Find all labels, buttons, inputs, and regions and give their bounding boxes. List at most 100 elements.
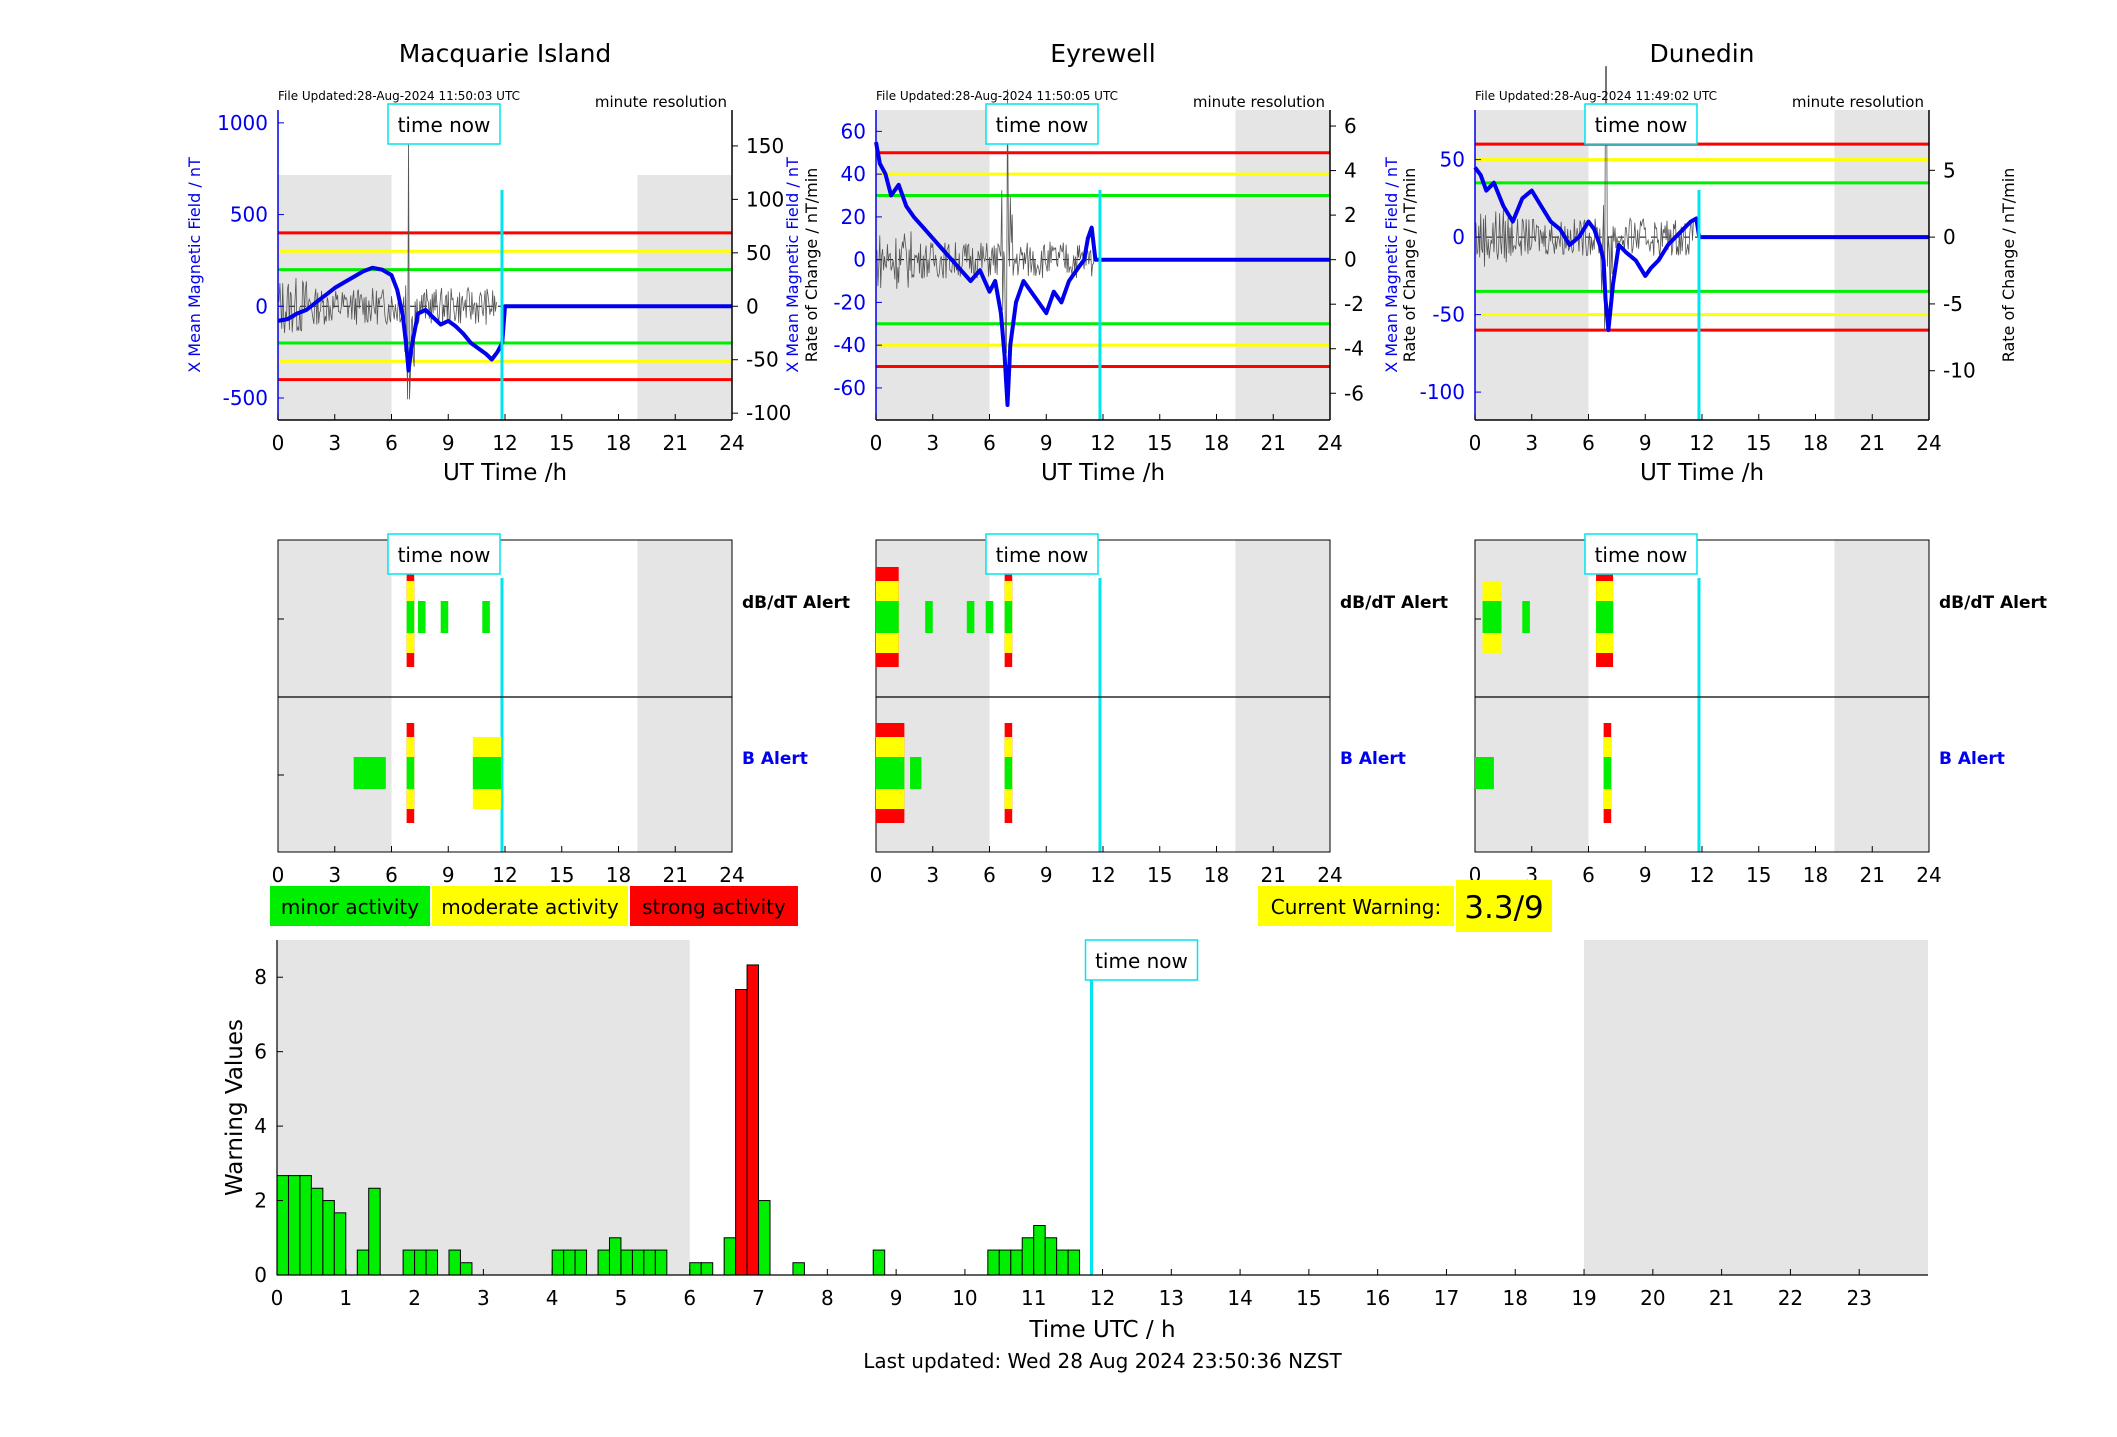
warning-bar (746, 964, 760, 1276)
y-tick-label: 40 (841, 162, 866, 186)
left-y-label: X Mean Magnetic Field / nT (185, 157, 204, 373)
x-tick-label: 24 (1916, 863, 1941, 887)
time-now-label: time now (1584, 103, 1698, 145)
dbdt-alert-bar-minor (417, 601, 426, 633)
warning-bar (333, 1212, 347, 1276)
x-tick-label: 21 (1261, 431, 1286, 455)
x-tick-label: 3 (328, 431, 341, 455)
dbdt-alert-bar-minor (482, 601, 490, 633)
warning-bar (735, 989, 748, 1276)
y2-tick-label: -50 (746, 348, 779, 372)
legend-strong-box (630, 886, 798, 926)
y-tick-label: 1000 (217, 111, 268, 135)
y2-tick-label: 50 (746, 241, 771, 265)
time-now-text: time now (398, 543, 491, 567)
x-tick-label: 3 (1525, 431, 1538, 455)
y2-tick-label: 6 (1344, 114, 1357, 138)
night-shade-after (1235, 110, 1330, 420)
warning-bar (792, 1262, 805, 1276)
y-tick-label: 0 (1452, 225, 1465, 249)
right-y-label: Rate of Change / nT/min (802, 168, 821, 363)
x-tick-label: 15 (1147, 863, 1172, 887)
y-tick-label: -60 (833, 376, 866, 400)
x-tick-label: 18 (1803, 431, 1828, 455)
x-tick-label: 2 (408, 1286, 421, 1310)
time-now-text: time now (1595, 543, 1688, 567)
warning-bar (758, 1200, 771, 1276)
y-tick-label: -40 (833, 333, 866, 357)
station-title: Dunedin (1650, 39, 1755, 68)
x-tick-label: 6 (1582, 863, 1595, 887)
dbdt-alert-label: dB/dT Alert (742, 593, 850, 613)
x-tick-label: 1 (339, 1286, 352, 1310)
warning-bar (402, 1249, 416, 1276)
y2-tick-label: -2 (1344, 292, 1364, 316)
x-axis-label: UT Time /h (443, 460, 567, 486)
x-tick-label: 12 (492, 431, 517, 455)
x-tick-label: 15 (1746, 431, 1771, 455)
b-alert-bar-minor (1475, 757, 1494, 789)
x-tick-label: 15 (1147, 431, 1172, 455)
y-tick-label: 0 (853, 248, 866, 272)
y2-tick-label: -4 (1344, 337, 1364, 361)
b-alert-bar-minor (910, 757, 922, 789)
time-now-box (1584, 533, 1698, 575)
warning-bar (998, 1249, 1012, 1276)
dbdt-alert-bar-minor (966, 601, 975, 633)
x-tick-label: 14 (1227, 1286, 1252, 1310)
warning-bar (643, 1249, 656, 1276)
b-alert-bar-minor (472, 757, 502, 789)
y-tick-label: -100 (1420, 380, 1465, 404)
x-tick-label: 12 (1689, 863, 1714, 887)
x-tick-label: 0 (870, 863, 883, 887)
warning-bar (299, 1175, 312, 1276)
x-tick-label: 5 (615, 1286, 628, 1310)
y-tick-label: -50 (1432, 303, 1465, 327)
dbdt-alert-bar-minor (406, 601, 415, 633)
warning-bar (723, 1237, 737, 1276)
y2-tick-label: -10 (1943, 359, 1976, 383)
x-tick-label: 9 (1639, 863, 1652, 887)
y-tick-label: 6 (254, 1040, 267, 1064)
current-warning-value: 3.3/9 (1464, 890, 1543, 926)
warning-bar (689, 1262, 702, 1276)
warning-bar (310, 1187, 324, 1276)
y-tick-label: 20 (841, 205, 866, 229)
dbdt-alert-bar-minor (440, 601, 449, 633)
x-tick-label: 7 (752, 1286, 765, 1310)
b-alert-label: B Alert (742, 749, 808, 769)
mean-field-trace (874, 141, 1330, 407)
b-alert-bar-minor (876, 757, 905, 789)
file-updated-text: File Updated:28-Aug-2024 11:50:03 UTC (278, 89, 520, 103)
warning-bar (872, 1249, 886, 1276)
x-tick-label: 13 (1159, 1286, 1184, 1310)
dbdt-alert-bar-minor (1596, 601, 1614, 633)
warning-bar (631, 1249, 645, 1276)
night-shade-before (876, 110, 990, 420)
y-tick-label: 0 (255, 294, 268, 318)
y2-tick-label: -6 (1344, 381, 1364, 405)
time-now-box (985, 533, 1099, 575)
y2-tick-label: 0 (746, 294, 759, 318)
y2-tick-label: 0 (1344, 248, 1357, 272)
x-tick-label: 24 (1317, 431, 1342, 455)
x-tick-label: 0 (271, 1286, 284, 1310)
x-tick-label: 4 (546, 1286, 559, 1310)
y-tick-label: 2 (254, 1189, 267, 1213)
dbdt-alert-bar-minor (876, 601, 899, 633)
x-tick-label: 21 (663, 863, 688, 887)
x-tick-label: 24 (719, 863, 744, 887)
x-tick-label: 15 (1746, 863, 1771, 887)
night-shade-before (1475, 110, 1589, 420)
x-tick-label: 0 (272, 863, 285, 887)
night-shade-after (1834, 540, 1929, 852)
y2-tick-label: 0 (1943, 225, 1956, 249)
warning-bar (459, 1262, 473, 1276)
warning-bar (700, 1262, 714, 1276)
x-tick-label: 18 (606, 431, 631, 455)
x-axis-label: Time UTC / h (1028, 1317, 1175, 1343)
warning-bar (551, 1249, 565, 1276)
y2-tick-label: -100 (746, 401, 791, 425)
